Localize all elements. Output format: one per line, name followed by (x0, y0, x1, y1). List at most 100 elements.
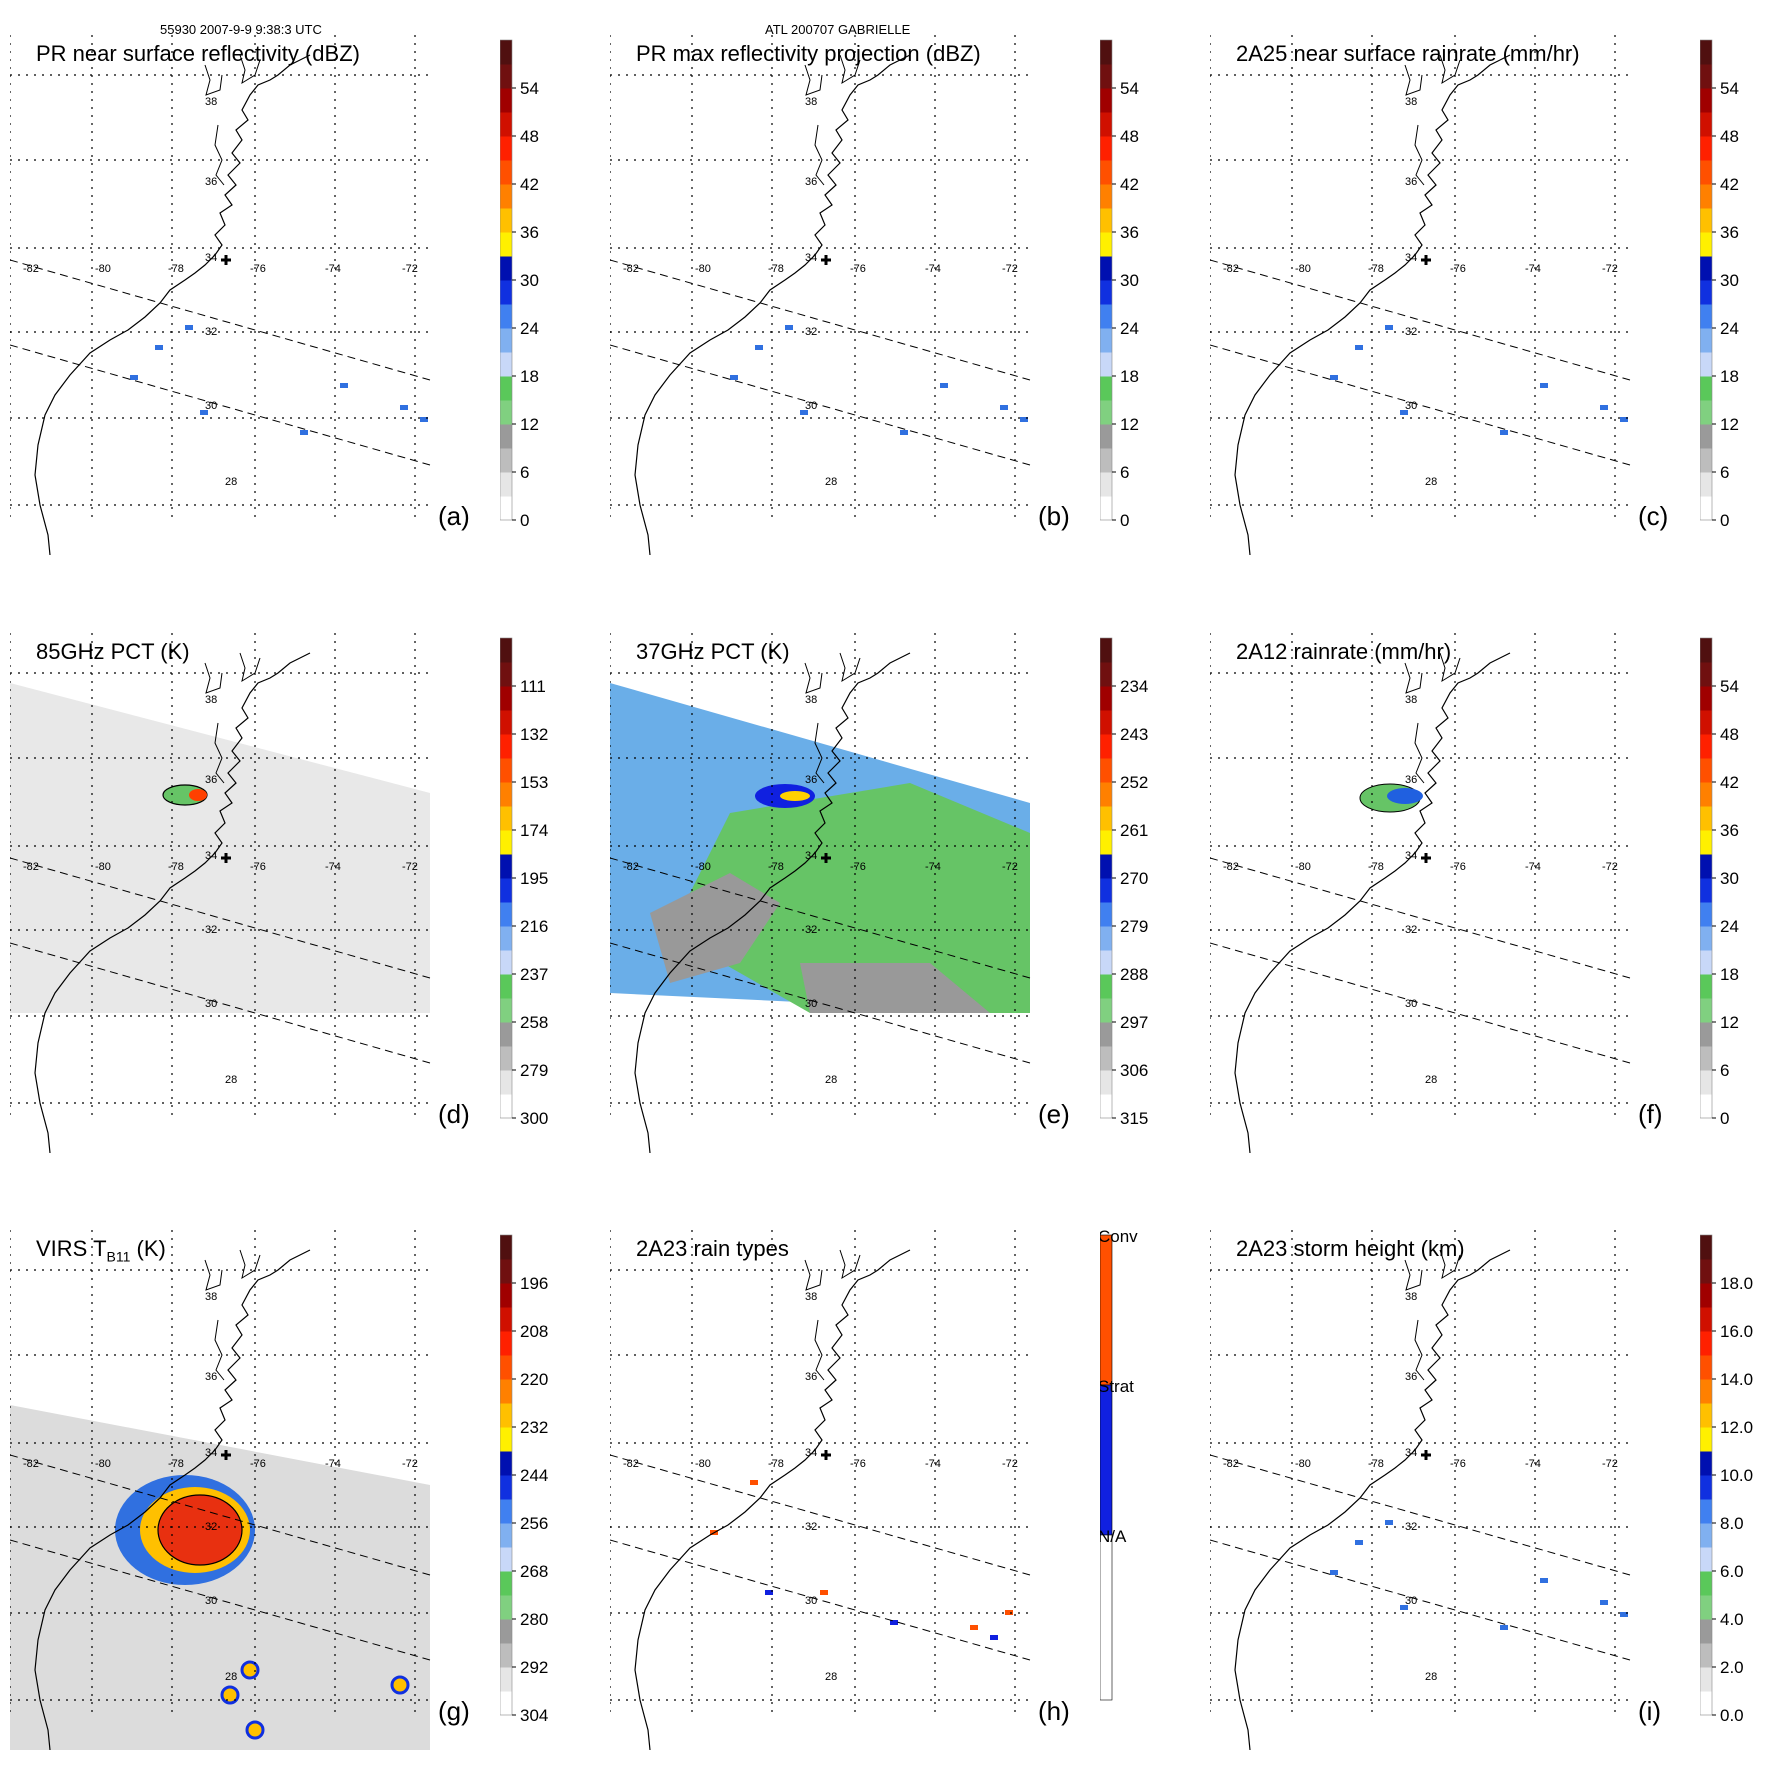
virs-core (157, 1494, 243, 1566)
map-canvas: -82 -80 -78 -76 -74 -72 38 36 34 32 30 28 (1210, 1230, 1631, 1750)
colorbar-tick: 30 (520, 271, 539, 290)
colorbar-swatch (500, 280, 512, 305)
colorbar-swatch (1100, 806, 1112, 831)
colorbar-swatch (500, 424, 512, 449)
colorbar-tick: 132 (520, 725, 548, 744)
lat-label: 38 (205, 694, 217, 706)
colorbar-swatch (500, 1094, 512, 1119)
colorbar-tick: 297 (1120, 1013, 1148, 1032)
colorbar-swatch (1700, 710, 1712, 735)
colorbar-tick: 0 (1720, 511, 1729, 530)
colorbar-swatch (500, 1571, 512, 1596)
bay (1404, 662, 1423, 694)
colorbar-svg: 196 208 220 232 244 256 268 280 292 304 (499, 1234, 548, 1725)
colorbar-tick: Strat (1100, 1377, 1134, 1396)
colorbar-swatch (1700, 112, 1712, 137)
colorbar-tick: 8.0 (1720, 1514, 1744, 1533)
lat-label: 36 (1405, 1371, 1417, 1383)
bay (1439, 652, 1461, 683)
lat-label: 32 (205, 326, 217, 338)
colorbar-tick: 24 (1720, 319, 1739, 338)
header-left: 55930 2007-9-9 9:38:3 UTC (160, 22, 322, 37)
lon-label: -78 (168, 1458, 184, 1470)
lat-label: 28 (225, 1671, 237, 1683)
rain-cell (1500, 430, 1508, 435)
colorbar-tick: 6 (1720, 463, 1729, 482)
colorbar: 196 208 220 232 244 256 268 280 292 304 (499, 1230, 580, 1750)
map-canvas: -82 -80 -78 -76 -74 -72 38 36 34 32 30 28 (610, 633, 1031, 1153)
lon-label: -72 (402, 861, 418, 873)
panel-letter: (e) (1038, 1099, 1070, 1129)
coastline (634, 54, 911, 555)
colorbar-swatch (1700, 686, 1712, 711)
lon-label: -76 (250, 861, 266, 873)
colorbar: 54 48 42 36 30 24 18 12 6 0 (1699, 633, 1771, 1153)
colorbar-swatch (500, 1259, 512, 1284)
colorbar-swatch (1100, 854, 1112, 879)
colorbar-swatch (1700, 1643, 1712, 1668)
colorbar-swatch (500, 1475, 512, 1500)
rain-type-cell (765, 1590, 773, 1595)
lat-label: 28 (1425, 476, 1437, 488)
colorbar-tick: 220 (520, 1370, 548, 1389)
rain-cell (755, 345, 763, 350)
colorbar-swatch (1100, 662, 1112, 687)
colorbar-swatch (1100, 160, 1112, 185)
lat-label: 30 (1405, 998, 1417, 1010)
colorbar-swatch (1100, 400, 1112, 425)
colorbar-swatch (1700, 1331, 1712, 1356)
rain-cell (800, 410, 808, 415)
colorbar-svg: 54 48 42 36 30 24 18 12 6 0 (499, 39, 539, 530)
colorbar-swatch (500, 184, 512, 209)
lon-label: -76 (850, 861, 866, 873)
map-panel-i: -82 -80 -78 -76 -74 -72 38 36 34 32 30 28 2A23 storm… (1210, 1230, 1753, 1750)
rain-cell (1330, 1570, 1338, 1575)
lat-label: 28 (225, 1074, 237, 1086)
colorbar-tick: 36 (520, 223, 539, 242)
lon-label: -72 (1002, 263, 1018, 275)
colorbar-swatch (1100, 998, 1112, 1023)
rain-cell (420, 417, 428, 422)
colorbar-swatch (1700, 136, 1712, 161)
colorbar-swatch (500, 208, 512, 233)
storm-center-icon (821, 853, 831, 863)
bay (839, 652, 861, 683)
colorbar-swatch (1700, 1283, 1712, 1308)
swath-edge (10, 942, 431, 1064)
colorbar-swatch (500, 1022, 512, 1047)
lat-label: 30 (205, 1595, 217, 1607)
colorbar-tick: 279 (520, 1061, 548, 1080)
colorbar-swatch (1700, 232, 1712, 257)
colorbar-swatch (1700, 328, 1712, 353)
colorbar-swatch (1100, 280, 1112, 305)
swath-edge (10, 259, 431, 381)
colorbar-svg: 234 243 252 261 270 279 288 297 306 315 (1099, 637, 1148, 1128)
colorbar-swatch (500, 1667, 512, 1692)
lat-label: 32 (1405, 326, 1417, 338)
bay (814, 124, 825, 186)
map-canvas: -82 -80 -78 -76 -74 -72 38 36 34 32 30 28 (10, 1230, 431, 1750)
lat-label: 36 (205, 1371, 217, 1383)
colorbar-swatch (500, 1379, 512, 1404)
colorbar-swatch (1700, 926, 1712, 951)
colorbar-swatch (1700, 88, 1712, 113)
colorbar-swatch (500, 1451, 512, 1476)
colorbar-tick: 54 (1720, 677, 1739, 696)
colorbar-tick: 288 (1120, 965, 1148, 984)
lat-label: 38 (805, 1291, 817, 1303)
colorbar-swatch (500, 1403, 512, 1428)
colorbar-tick: 234 (1120, 677, 1148, 696)
lat-label: 30 (1405, 400, 1417, 412)
colorbar-tick: 12 (1120, 415, 1139, 434)
lon-label: -74 (925, 1458, 941, 1470)
colorbar: 111 132 153 174 195 216 237 258 279 300 (499, 633, 580, 1153)
colorbar-swatch (1700, 1451, 1712, 1476)
lon-label: -74 (325, 1458, 341, 1470)
ocean-field (670, 783, 1030, 1013)
colorbar-swatch (1700, 950, 1712, 975)
swath-edge (10, 1539, 431, 1661)
colorbar-tick: 18.0 (1720, 1274, 1753, 1293)
colorbar-swatch (1100, 974, 1112, 999)
colorbar-tick: 195 (520, 869, 548, 888)
colorbar-swatch (500, 160, 512, 185)
